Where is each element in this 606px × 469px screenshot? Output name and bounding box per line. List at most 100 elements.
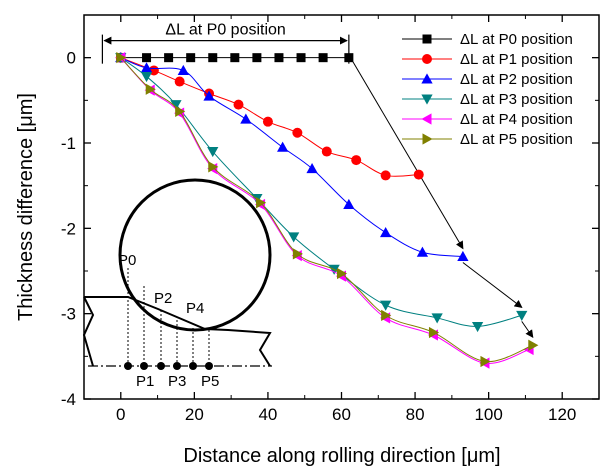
- y-tick-label: 0: [67, 49, 76, 68]
- data-point: [274, 53, 284, 63]
- legend-label: ΔL at P2 position: [460, 71, 573, 88]
- data-point: [344, 53, 354, 63]
- inset-position-lines: [124, 268, 213, 370]
- x-tick-label: 0: [116, 405, 125, 424]
- shift-arrows: [352, 61, 534, 339]
- data-point: [337, 267, 348, 280]
- inset-position-dot: [124, 362, 132, 370]
- legend-item: ΔL at P5 position: [402, 131, 573, 148]
- data-point: [416, 246, 429, 257]
- inset-position-label: P0: [118, 252, 136, 269]
- data-point: [116, 52, 127, 64]
- data-point: [516, 310, 528, 321]
- data-point: [422, 54, 432, 64]
- data-point: [175, 105, 186, 118]
- y-tick-label: -4: [61, 390, 76, 409]
- data-point: [277, 141, 289, 152]
- shift-arrow: [521, 321, 534, 339]
- data-point: [262, 116, 273, 127]
- x-tick-label: 20: [185, 405, 204, 424]
- data-point: [292, 127, 303, 138]
- data-point: [380, 170, 391, 181]
- x-tick-labels: 0 20 40 60 80 100 120: [116, 405, 576, 424]
- series-2: [115, 52, 469, 261]
- data-point: [240, 113, 252, 124]
- inset-position-label: P1: [136, 373, 154, 390]
- data-point: [207, 147, 219, 158]
- inset-position-label: P4: [186, 300, 204, 317]
- legend-label: ΔL at P0 position: [460, 31, 573, 48]
- data-point: [233, 99, 244, 110]
- series-5: [116, 52, 539, 368]
- data-point: [208, 53, 218, 63]
- series-3: [115, 53, 528, 333]
- axis-ticks: [83, 14, 600, 400]
- legend-item: ΔL at P0 position: [402, 31, 573, 48]
- data-point: [292, 248, 303, 260]
- data-point: [186, 53, 196, 63]
- data-point: [177, 64, 189, 75]
- span-label: ΔL at P0 position: [165, 22, 285, 39]
- series-1: [115, 52, 424, 181]
- data-point: [142, 53, 152, 63]
- data-point: [421, 113, 432, 125]
- data-point: [413, 169, 424, 180]
- y-axis-label: Thickness difference [μm]: [15, 93, 37, 321]
- legend: ΔL at P0 position ΔL at P1 position ΔL at …: [402, 31, 573, 148]
- legend-item: ΔL at P2 position: [402, 71, 573, 88]
- inset-position-labels: P0 P1 P2 P3 P4 P5: [118, 252, 219, 390]
- inset-position-dot: [140, 362, 148, 370]
- roll-circle: [118, 178, 272, 332]
- inset-position-dot: [173, 362, 181, 370]
- inset-position-dot: [189, 362, 197, 370]
- data-point: [252, 53, 262, 63]
- y-tick-label: -3: [61, 305, 76, 324]
- legend-item: ΔL at P1 position: [402, 51, 573, 68]
- data-point: [296, 53, 306, 63]
- x-tick-label: 40: [258, 405, 277, 424]
- data-point: [164, 53, 174, 63]
- data-point: [457, 250, 469, 261]
- y-tick-label: -2: [61, 219, 76, 238]
- roll-schematic: P0 P1 P2 P3 P4 P5: [82, 178, 272, 390]
- data-point: [480, 355, 491, 368]
- data-point: [428, 326, 440, 339]
- data-point: [381, 309, 392, 321]
- data-point: [528, 339, 539, 351]
- x-tick-label: 120: [548, 405, 576, 424]
- data-point: [380, 300, 392, 311]
- strip-outline: [82, 296, 272, 367]
- data-point: [170, 100, 182, 111]
- legend-label: ΔL at P4 position: [460, 111, 573, 128]
- legend-item: ΔL at P4 position: [402, 111, 573, 128]
- inset-position-label: P5: [201, 373, 219, 390]
- data-point: [203, 90, 215, 101]
- data-point: [140, 62, 153, 73]
- data-point: [421, 73, 433, 84]
- series-group: [115, 52, 539, 369]
- data-point: [140, 71, 153, 83]
- data-point: [422, 34, 432, 44]
- data-point: [256, 197, 267, 209]
- data-point: [380, 226, 392, 238]
- data-point: [230, 53, 240, 63]
- data-point: [145, 83, 156, 95]
- data-point: [208, 161, 219, 173]
- data-point: [321, 146, 332, 157]
- y-tick-label: -1: [61, 134, 76, 153]
- inset-position-label: P3: [168, 373, 186, 390]
- shift-arrow: [352, 61, 464, 250]
- x-tick-label: 60: [332, 405, 351, 424]
- x-tick-label: 80: [406, 405, 425, 424]
- inset-position-dot: [157, 362, 165, 370]
- inset-position-dot: [205, 362, 213, 370]
- data-point: [471, 321, 484, 333]
- y-tick-labels: 0 -1 -2 -3 -4: [61, 49, 76, 409]
- x-axis-label: Distance along rolling direction [μm]: [183, 445, 500, 467]
- shift-arrow: [462, 262, 523, 308]
- legend-item: ΔL at P3 position: [402, 91, 573, 108]
- data-point: [351, 155, 362, 166]
- data-point: [343, 198, 355, 209]
- legend-label: ΔL at P1 position: [460, 51, 573, 68]
